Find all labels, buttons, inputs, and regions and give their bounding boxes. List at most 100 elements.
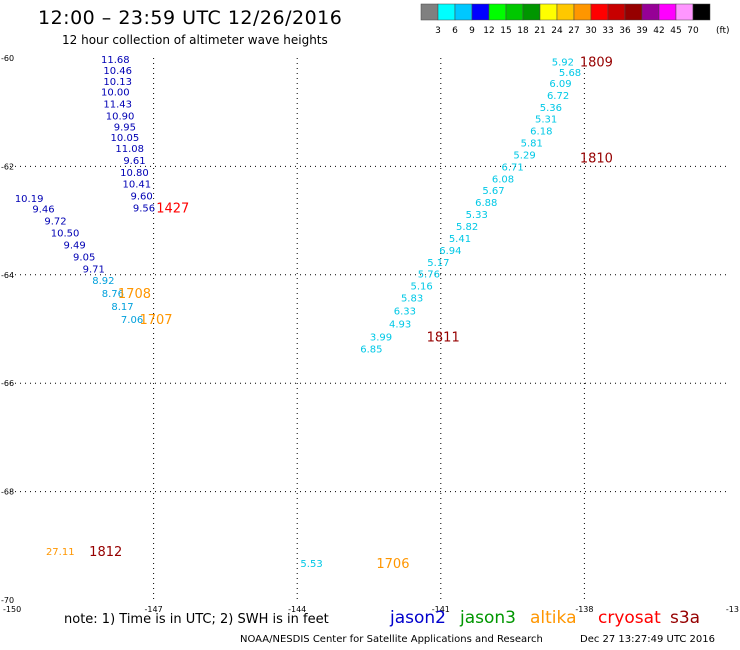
color-swatch [522, 3, 541, 21]
wave-height-value: 5.82 [456, 222, 478, 233]
wave-height-value: 9.49 [63, 240, 85, 251]
color-scale-tick-label: 39 [636, 26, 648, 36]
wave-height-value: 6.72 [547, 91, 569, 102]
pass-time-label: 1707 [139, 313, 172, 328]
wave-height-value: 3.99 [370, 333, 392, 344]
wave-height-value: 10.13 [103, 77, 132, 88]
wave-height-value: 5.33 [466, 210, 488, 221]
wave-height-value: 10.50 [51, 229, 80, 240]
wave-height-value: 5.81 [521, 139, 543, 150]
color-swatch [590, 3, 609, 21]
color-swatch [420, 3, 439, 21]
wave-height-value: 9.71 [83, 264, 105, 275]
wave-height-value: 10.41 [123, 180, 152, 191]
wave-height-value: 10.19 [15, 194, 44, 205]
chart-title: 12:00 – 23:59 UTC 12/26/2016 [38, 7, 343, 29]
pass-time-label: 1810 [580, 152, 613, 167]
y-tick-label: -62 [1, 162, 14, 171]
pass-time-label: 1708 [118, 287, 151, 302]
wave-height-value: 8.76 [102, 289, 124, 300]
pass-time-label: 1809 [580, 55, 613, 70]
color-scale-tick-label: 21 [534, 26, 545, 36]
color-swatch [692, 3, 711, 21]
legend-item-jason3: jason3 [460, 608, 516, 628]
pass-time-label: 1811 [427, 331, 460, 346]
y-tick-label: -70 [1, 596, 14, 605]
chart-subtitle: 12 hour collection of altimeter wave hei… [62, 33, 328, 47]
footer-note: note: 1) Time is in UTC; 2) SWH is in fe… [64, 612, 329, 627]
legend-item-cryosat: cryosat [598, 608, 661, 628]
color-swatch [573, 3, 592, 21]
wave-height-value: 11.68 [101, 55, 130, 66]
color-swatch [471, 3, 490, 21]
wave-height-value: 5.17 [427, 258, 449, 269]
color-swatch [488, 3, 507, 21]
wave-height-value: 5.41 [449, 234, 471, 245]
wave-height-value: 6.18 [530, 127, 552, 138]
wave-height-value: 5.53 [300, 559, 322, 570]
x-tick-label: -13 [726, 605, 739, 614]
footer-timestamp: Dec 27 13:27:49 UTC 2016 [580, 634, 715, 645]
color-swatch [607, 3, 626, 21]
color-scale-tick-label: 15 [500, 26, 511, 36]
wave-height-value: 9.56 [133, 204, 155, 215]
color-scale-tick-label: 6 [452, 26, 458, 36]
wave-height-value: 9.95 [114, 122, 136, 133]
color-scale-bar: 3 6 9 12 15 18 21 24 27 30 33 36 39 42 45 70 (ft) [420, 3, 730, 36]
color-scale-tick-label: 9 [469, 26, 475, 36]
color-swatch [641, 3, 660, 21]
legend-item-jason2: jason2 [390, 608, 446, 628]
wave-height-value: 7.06 [121, 315, 143, 326]
color-swatch [675, 3, 694, 21]
wave-height-value: 10.05 [111, 133, 140, 144]
y-tick-label: -64 [1, 271, 14, 280]
wave-height-value: 11.43 [103, 100, 132, 111]
wave-height-value: 9.46 [32, 205, 54, 216]
wave-height-value: 6.08 [492, 174, 514, 185]
color-swatch [539, 3, 558, 21]
color-swatch [624, 3, 643, 21]
legend-item-s3a: s3a [670, 608, 701, 628]
pass-time-label: 1812 [89, 545, 122, 560]
wave-height-value: 5.92 [552, 57, 574, 68]
wave-height-value: 27.11 [46, 547, 75, 558]
wave-height-value: 5.76 [418, 270, 440, 281]
color-scale-tick-label: 27 [568, 26, 579, 36]
color-scale-tick-label: 3 [435, 26, 441, 36]
wave-height-value: 8.17 [111, 302, 133, 313]
color-swatch [556, 3, 575, 21]
color-scale-tick-label: 42 [653, 26, 664, 36]
footer-credit: NOAA/NESDIS Center for Satellite Applica… [240, 634, 543, 645]
wave-height-value: 6.71 [501, 162, 523, 173]
wave-height-value: 9.72 [44, 217, 66, 228]
color-swatch [505, 3, 524, 21]
wave-height-value: 6.85 [360, 345, 382, 356]
legend-item-altika: altika [530, 608, 577, 628]
wave-height-value: 5.29 [513, 150, 535, 161]
x-tick-label: -138 [575, 605, 593, 614]
wave-height-value: 9.61 [123, 156, 145, 167]
pass-time-label: 1427 [156, 202, 189, 217]
wave-height-value: 6.88 [475, 198, 497, 209]
wave-height-value: 11.08 [115, 144, 144, 155]
wave-height-value: 5.36 [540, 103, 562, 114]
y-tick-label: -66 [1, 379, 14, 388]
color-scale-tick-label: 30 [585, 26, 597, 36]
color-scale-tick-label: 12 [483, 26, 494, 36]
color-swatch [454, 3, 473, 21]
wave-height-value: 10.90 [106, 111, 135, 122]
wave-height-value: 10.46 [103, 66, 132, 77]
pass-time-label: 1706 [376, 557, 409, 572]
wave-height-value: 6.09 [549, 79, 571, 90]
color-swatch [437, 3, 456, 21]
wave-height-value: 6.33 [394, 307, 416, 318]
wave-height-value: 5.67 [482, 186, 504, 197]
color-scale-tick-label: 70 [687, 26, 699, 36]
y-tick-label: -60 [1, 54, 14, 63]
wave-height-value: 4.93 [389, 320, 411, 331]
wave-height-value: 5.83 [401, 294, 423, 305]
y-tick-label: -68 [1, 488, 14, 497]
wave-height-value: 8.92 [92, 276, 114, 287]
